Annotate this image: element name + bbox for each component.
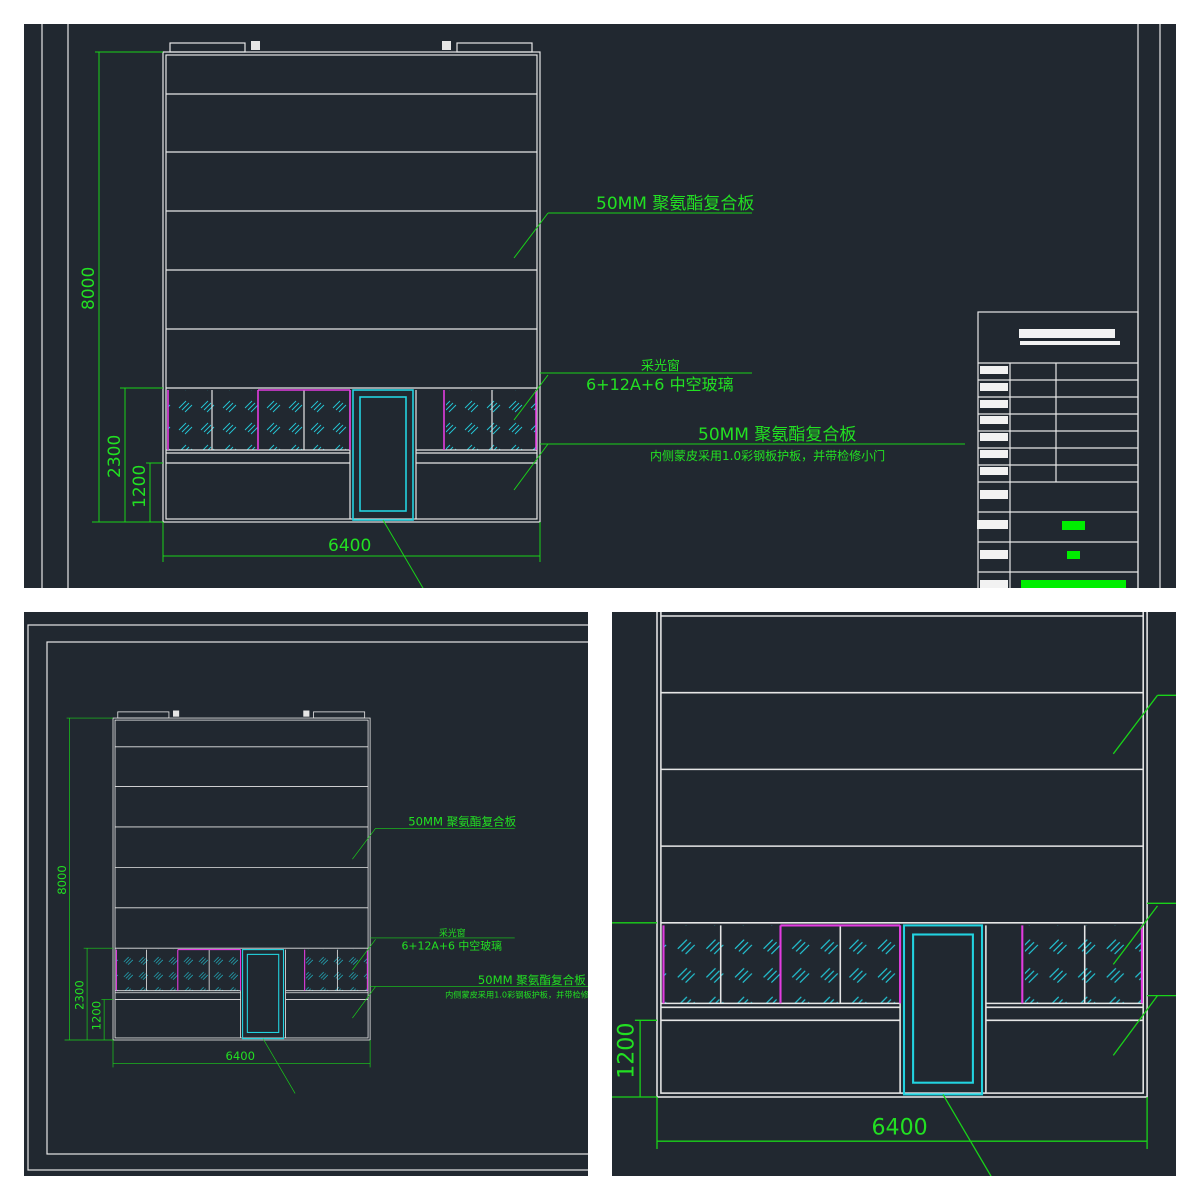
- bottom-left-overview: [24, 612, 588, 1176]
- bottom-right-detail: [612, 612, 1176, 1176]
- vent-icon: [442, 41, 451, 50]
- vent-icon: [251, 41, 260, 50]
- label-lower-panel: 50MM 聚氨酯复合板: [698, 425, 856, 445]
- access-door: [352, 389, 414, 521]
- label-skylight-title: 采光窗: [641, 358, 680, 374]
- label-wall-panel: 50MM 聚氨酯复合板: [596, 194, 754, 214]
- title-block: [977, 311, 1139, 588]
- dim-total-width: 6400: [328, 536, 371, 556]
- label-skylight-glass: 6+12A+6 中空玻璃: [586, 375, 734, 394]
- elevation-drawing: 8000 2300 1200 6400 50MM 聚氨酯复合板 采光窗 6+12…: [79, 41, 965, 588]
- dim-lower-height: 2300: [105, 435, 125, 478]
- dim-total-height: 8000: [79, 267, 99, 310]
- dim-base-height: 1200: [130, 465, 150, 508]
- top-full-elevation: 8000 2300 1200 6400 50MM 聚氨酯复合板 采光窗 6+12…: [24, 24, 1176, 588]
- label-lower-panel-note: 内侧蒙皮采用1.0彩钢板护板，并带检修小门: [650, 448, 885, 463]
